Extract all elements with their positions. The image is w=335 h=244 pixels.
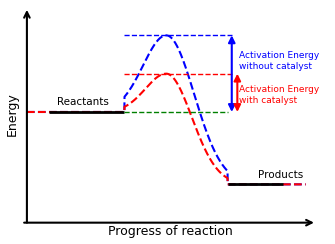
Text: Activation Energy
without catalyst: Activation Energy without catalyst [239,51,319,71]
Text: Products: Products [258,170,304,180]
Text: Activation Energy
with catalyst: Activation Energy with catalyst [239,85,319,105]
Text: Reactants: Reactants [57,97,109,107]
Y-axis label: Energy: Energy [6,92,18,136]
X-axis label: Progress of reaction: Progress of reaction [108,225,233,238]
